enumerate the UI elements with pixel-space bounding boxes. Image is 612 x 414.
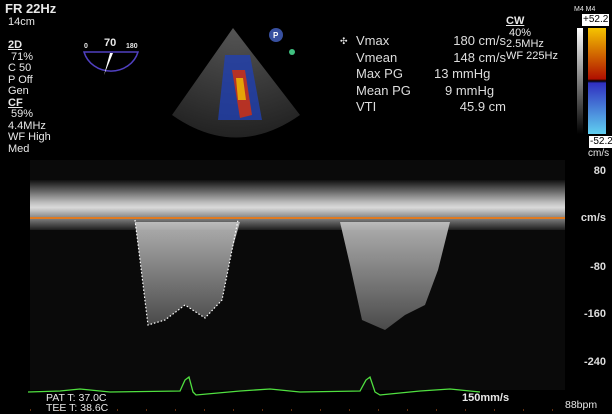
color-bar-gray [577,28,583,134]
cf-wall-filter: WF High [8,131,51,143]
angle-indicator-icon [82,51,140,72]
scale-label: -240 [583,356,606,368]
spectral-envelope-2 [340,222,450,330]
measurement-row: Mean PG 9 mmHg [356,82,495,98]
heart-rate: 88bpm [565,399,598,411]
tee-temperature: TEE T: 38.6C [46,402,109,414]
cf-frequency: 4.4MHz [8,119,46,132]
cf-gain: 59% [11,108,34,120]
cw-title: CW [506,15,525,27]
cw-frequency: 2.5MHz [506,38,544,50]
vti-trace [134,219,239,326]
spectral-envelope-1 [135,222,240,325]
angle-max: 180 [126,43,138,50]
2d-gain: 71% [11,50,34,63]
measurements-panel: Vmax 180 cm/s Vmean 148 cm/s Max PG 13 mmHg… [356,33,515,116]
measurement-row: Vmax 180 cm/s [356,33,506,48]
cursor-marker-icon: ✣ [340,36,348,46]
2d-preset: Gen [8,85,29,97]
probe-marker-label: P [273,31,279,40]
probe-orientation-marker [269,28,283,42]
sweep-speed: 150mm/s [462,392,510,404]
left-params: 2D 71% C 50 P Off Gen CF 59% 4.4MHz WF H… [8,39,51,155]
scale-label: 80 [593,165,606,177]
pat-temperature: PAT T: 37.0C [46,392,107,404]
2d-compression: C 50 [8,62,32,74]
color-bar [588,28,606,134]
2d-title: 2D [8,39,23,51]
cw-params: CW 40% 2.5MHz WF 225Hz [506,15,558,62]
color-maps: M4 M4 [574,6,596,13]
clutter-band [30,180,565,230]
measurement-row: VTI 45.9 cm [356,99,506,114]
2d-persistence: P Off [8,73,33,86]
angle-value: 70 [104,37,117,49]
scale-label: cm/s [580,212,606,224]
color-bar-unit: cm/s [588,148,610,159]
cf-title: CF [8,96,23,109]
cf-setting: Med [8,142,30,155]
scale-label: -160 [583,308,606,320]
angle-min: 0 [84,43,88,50]
color-bar-min: -52.2 [589,136,612,148]
scale-label: -80 [590,261,606,273]
depth: 14cm [8,16,35,28]
frame-rate: FR 22Hz [5,1,57,16]
measurement-row: Vmean 148 cm/s [356,49,506,65]
cw-gain: 40% [509,26,532,39]
ecg-trace [27,375,481,396]
color-bar-max: +52.2 [582,14,610,26]
measurement-row: Max PG 13 mmHg [356,66,491,81]
cw-wall-filter: WF 225Hz [506,49,558,62]
